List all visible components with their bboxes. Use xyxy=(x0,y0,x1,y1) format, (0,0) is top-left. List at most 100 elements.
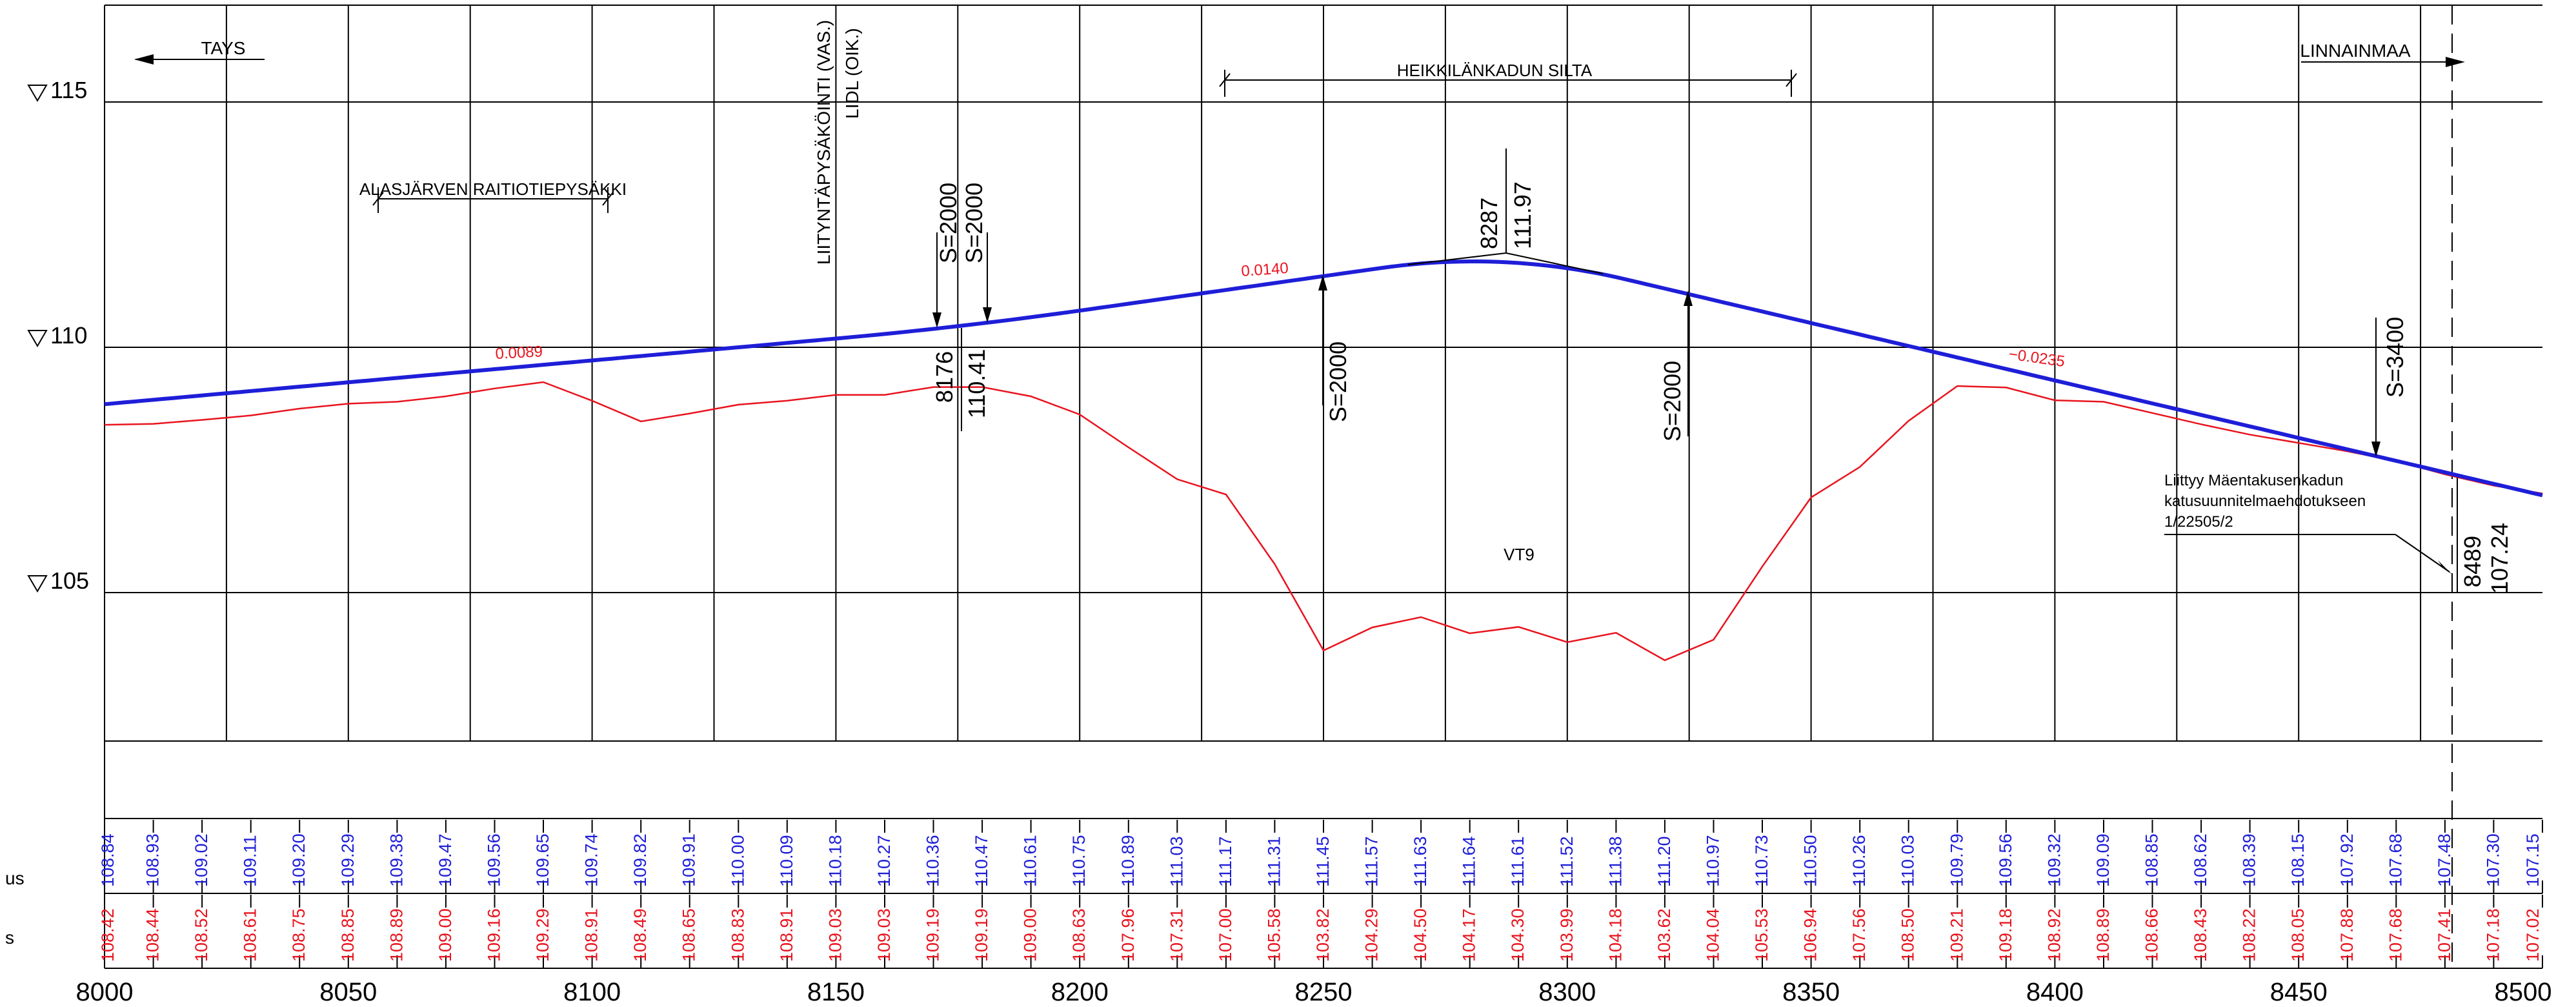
ground-elevation-value: 109.18 xyxy=(1996,908,2015,962)
ground-elevation-value: 108.05 xyxy=(2288,908,2308,962)
ground-elevation-value: 104.18 xyxy=(1605,908,1625,962)
design-elevation-value: 110.75 xyxy=(1069,835,1089,887)
arrow-right-icon xyxy=(2446,57,2465,67)
design-elevation-value: 109.29 xyxy=(338,833,357,887)
elevation-triangle-icon xyxy=(27,85,48,102)
arrow-left-icon xyxy=(134,54,154,65)
design-elevation-value: 109.56 xyxy=(1996,833,2015,887)
station-tick-label: 8400 xyxy=(2026,978,2084,1006)
ground-elevation-value: 109.19 xyxy=(923,908,943,962)
point-leader-line xyxy=(1505,252,1604,274)
design-elevation-value: 109.20 xyxy=(289,833,308,887)
design-elevation-value: 110.36 xyxy=(923,835,943,887)
ground-row-label: s xyxy=(5,928,14,948)
design-elevation-value: 107.68 xyxy=(2386,833,2405,887)
slope-label-1: 0.0089 xyxy=(495,343,543,363)
ground-elevation-value: 104.04 xyxy=(1704,908,1723,962)
design-elevation-value: 110.09 xyxy=(777,835,796,887)
design-elevation-value: 109.47 xyxy=(436,833,455,887)
point-8287: 8287 111.97 xyxy=(1407,148,1604,274)
direction-linnainmaa: LINNAINMAA xyxy=(2300,41,2465,67)
point-8176: 8176 110.41 xyxy=(931,328,990,431)
station-axis: 8000 8050 8100 8150 8200 8250 8300 8350 8400 8450… xyxy=(76,978,2552,1006)
tram-stop-slash-left xyxy=(372,192,384,206)
design-elevation-value: 110.47 xyxy=(972,835,991,887)
arrow-down-icon xyxy=(932,312,941,328)
design-elevation-value: 109.79 xyxy=(1947,833,1966,887)
arrow-down-icon xyxy=(2371,442,2380,457)
elevation-label-text: 115 xyxy=(50,77,87,103)
arrow-icon xyxy=(2438,560,2452,575)
design-elevation-value: 109.09 xyxy=(2093,833,2113,887)
point-station-label: 8287 xyxy=(1476,198,1502,249)
ground-elevation-value: 109.29 xyxy=(533,908,552,962)
design-elevation-value: 111.17 xyxy=(1216,836,1235,887)
ground-elevation-value: 108.52 xyxy=(192,908,211,962)
ground-elevation-value: 108.49 xyxy=(630,908,650,962)
arrow-down-icon xyxy=(983,307,992,323)
road-label-vt9: VT9 xyxy=(1504,545,1535,564)
ground-elevation-value: 105.58 xyxy=(1264,908,1283,962)
connection-note-line-3: 1/22505/2 xyxy=(2164,513,2233,531)
ground-elevation-value: 108.61 xyxy=(241,908,260,962)
design-elevation-value: 110.27 xyxy=(874,835,894,887)
ground-elevation-value: 108.92 xyxy=(2044,908,2064,962)
design-elevation-value: 107.30 xyxy=(2483,833,2502,887)
design-elevation-value: 108.84 xyxy=(98,833,117,887)
design-elevation-value: 110.97 xyxy=(1704,835,1723,887)
design-elevation-value: 111.38 xyxy=(1605,836,1625,887)
design-grade-line xyxy=(104,259,2543,498)
ground-elevation-value: 107.31 xyxy=(1167,908,1186,962)
elevation-triangle-icon xyxy=(27,330,48,347)
curve-s4: S=3400 xyxy=(2371,317,2408,457)
design-elevation-value: 111.61 xyxy=(1508,836,1527,887)
design-elevation-value: 107.48 xyxy=(2435,833,2454,887)
curve-radius-label: S=2000 xyxy=(1325,341,1351,422)
ground-elevation-value: 104.30 xyxy=(1508,908,1527,962)
design-elevation-value: 111.64 xyxy=(1460,836,1479,887)
design-elevation-value: 110.26 xyxy=(1849,835,1869,887)
ground-elevation-value: 108.65 xyxy=(679,908,699,962)
design-elevation-value: 111.52 xyxy=(1557,836,1576,887)
connection-note-line-2: katusuunnitelmaehdotukseen xyxy=(2164,493,2366,510)
design-elevation-value: 111.31 xyxy=(1264,836,1283,887)
elevation-label-110: 110 xyxy=(27,322,87,349)
curve-radius-label: S=2000 xyxy=(961,183,987,263)
elevation-label-text: 105 xyxy=(50,567,89,594)
tram-stop-label: ALASJÄRVEN RAITIOTIEPYSÄKKI xyxy=(359,179,627,199)
ground-elevation-value: 109.03 xyxy=(874,908,894,962)
ground-elevation-value: 108.63 xyxy=(1069,908,1089,962)
existing-ground-line xyxy=(104,381,2543,662)
design-elevation-value: 109.38 xyxy=(387,833,406,887)
curve-s3: S=2000 xyxy=(1659,290,1693,442)
lidl-label: LIDL (OIK.) xyxy=(842,28,862,119)
bridge-bracket xyxy=(1219,70,1797,97)
ground-elevation-value: 105.53 xyxy=(1752,908,1771,962)
ground-elevation-value: 109.21 xyxy=(1947,908,1966,962)
station-gridlines xyxy=(225,5,2422,741)
station-tick-label: 8300 xyxy=(1538,978,1596,1006)
station-tick-label: 8150 xyxy=(807,978,865,1006)
design-elevation-value: 110.00 xyxy=(728,835,747,887)
ground-elevation-value: 107.68 xyxy=(2386,908,2405,962)
slope-label-3: −0.0235 xyxy=(2007,345,2066,371)
point-station-label: 8489 xyxy=(2459,536,2486,587)
design-elevation-value: 109.11 xyxy=(241,835,260,887)
ground-elevation-value: 108.89 xyxy=(387,908,406,962)
ground-elevation-value: 103.82 xyxy=(1313,908,1333,962)
ground-elevation-value: 108.91 xyxy=(582,908,601,962)
slope-label-2: 0.0140 xyxy=(1241,259,1289,280)
bridge-label: HEIKKILÄNKADUN SILTA xyxy=(1397,61,1593,80)
arrow-up-icon xyxy=(1684,290,1693,306)
curve-radius-label: S=3400 xyxy=(2382,317,2408,398)
design-elevation-value: 109.65 xyxy=(533,833,552,887)
ground-elevation-value: 104.29 xyxy=(1362,908,1382,962)
curve-s1: S=2000 S=2000 xyxy=(932,183,992,328)
station-tick-label: 8250 xyxy=(1295,978,1353,1006)
ground-elevation-value: 109.19 xyxy=(972,908,991,962)
design-elevation-value: 109.32 xyxy=(2044,833,2064,887)
design-elevation-value: 110.73 xyxy=(1752,835,1771,887)
ground-elevation-value: 108.89 xyxy=(2093,908,2113,962)
ground-elevation-value: 108.42 xyxy=(98,908,117,962)
arrow-up-icon xyxy=(1318,275,1327,290)
